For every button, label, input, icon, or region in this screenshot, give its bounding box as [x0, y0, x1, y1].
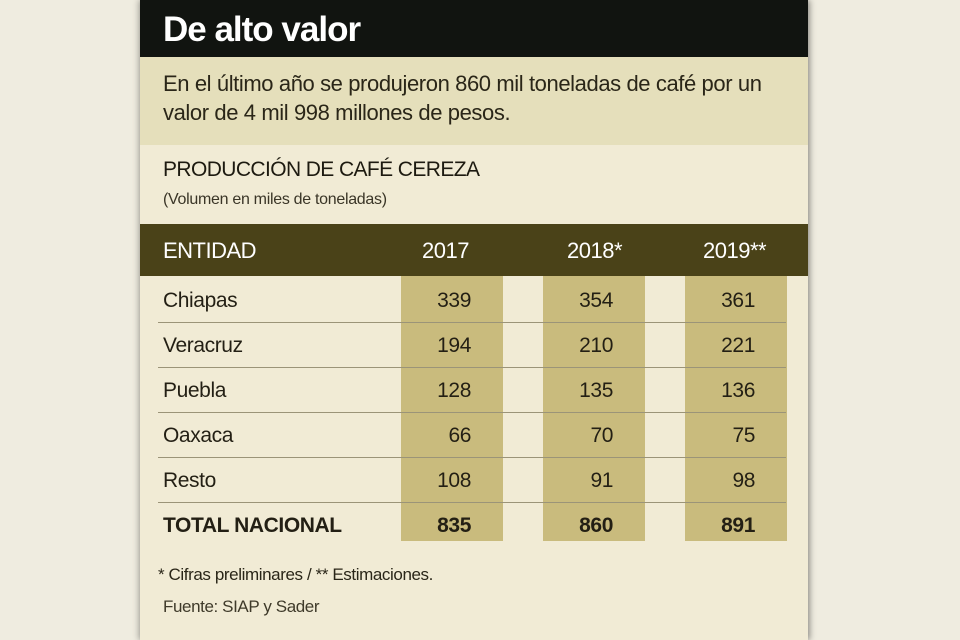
cell-value: 136 — [721, 379, 755, 402]
header-entidad: ENTIDAD — [163, 238, 257, 263]
cell-value: 860 — [579, 514, 613, 537]
cell-value: 361 — [721, 289, 755, 312]
table-title: PRODUCCIÓN DE CAFÉ CEREZA — [163, 158, 480, 181]
header-2017: 2017 — [422, 238, 469, 263]
table-header: ENTIDAD 2017 2018* 2019** — [140, 224, 808, 276]
table-row: Resto 108 91 98 — [140, 458, 808, 503]
table-row: Oaxaca 66 70 75 — [140, 413, 808, 458]
header-2018: 2018* — [567, 238, 623, 263]
table-row: Puebla 128 135 136 — [140, 368, 808, 413]
title-bar: De alto valor — [140, 0, 808, 57]
cell-value: 835 — [437, 514, 471, 537]
row-label: Veracruz — [163, 334, 243, 357]
column-highlight-2018 — [543, 276, 645, 541]
page-title: De alto valor — [163, 10, 361, 49]
cell-value: 66 — [448, 424, 471, 447]
table-row: Chiapas 339 354 361 — [140, 278, 808, 323]
column-highlight-2017 — [401, 276, 503, 541]
row-divider — [158, 457, 786, 458]
cell-value: 135 — [579, 379, 613, 402]
row-divider — [158, 322, 786, 323]
row-label: Resto — [163, 469, 216, 492]
intro-text: En el último año se produjeron 860 mil t… — [163, 71, 762, 125]
intro-band: En el último año se produjeron 860 mil t… — [140, 57, 808, 145]
cell-value: 75 — [732, 424, 755, 447]
row-label: Oaxaca — [163, 424, 233, 447]
row-label: Puebla — [163, 379, 226, 402]
infographic-card: De alto valor En el último año se produj… — [140, 0, 808, 640]
cell-value: 221 — [721, 334, 755, 357]
cell-value: 210 — [579, 334, 613, 357]
header-2019: 2019** — [703, 238, 767, 263]
row-divider — [158, 412, 786, 413]
cell-value: 70 — [590, 424, 613, 447]
cell-value: 91 — [590, 469, 613, 492]
cell-value: 98 — [732, 469, 755, 492]
table-subtitle: (Volumen en miles de toneladas) — [163, 191, 387, 208]
footnote: * Cifras preliminares / ** Estimaciones. — [158, 565, 433, 584]
table-row: TOTAL NACIONAL 835 860 891 — [140, 503, 808, 548]
cell-value: 354 — [579, 289, 613, 312]
source: Fuente: SIAP y Sader — [163, 597, 320, 616]
row-divider — [158, 502, 786, 503]
row-label: TOTAL NACIONAL — [163, 514, 342, 537]
cell-value: 108 — [437, 469, 471, 492]
cell-value: 339 — [437, 289, 471, 312]
cell-value: 194 — [437, 334, 471, 357]
row-label: Chiapas — [163, 289, 238, 312]
cell-value: 891 — [721, 514, 755, 537]
cell-value: 128 — [437, 379, 471, 402]
table-row: Veracruz 194 210 221 — [140, 323, 808, 368]
row-divider — [158, 367, 786, 368]
column-highlight-2019 — [685, 276, 787, 541]
